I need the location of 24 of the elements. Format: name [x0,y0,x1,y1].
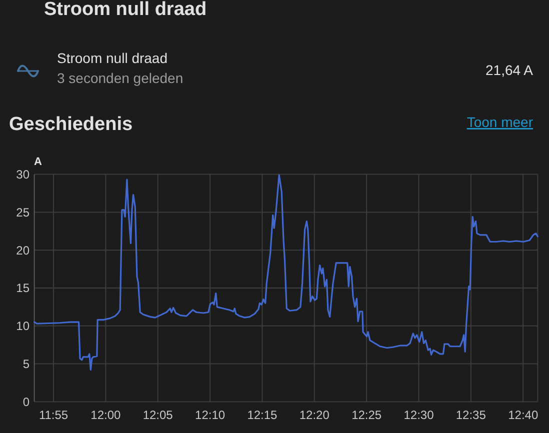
x-tick-label: 12:20 [299,408,330,422]
y-tick-label: 15 [16,281,30,296]
chart-subtitle: Geschiedenis [9,114,133,135]
x-tick-label: 12:10 [195,408,226,422]
y-tick-label: 30 [16,168,30,182]
chart-title: Stroom null draad [44,0,207,20]
y-tick-label: 5 [22,357,30,371]
x-tick-label: 12:00 [90,408,122,422]
y-axis-title: A [34,156,42,168]
text: Toon meer [466,114,534,130]
x-tick-label: 12:35 [456,408,486,422]
x-tick-label: 12:40 [508,408,538,422]
text: 3 seconden geleden [57,70,184,86]
x-tick-label: 12:25 [352,408,382,422]
x-tick-label: 12:15 [247,408,278,422]
y-tick-label: 10 [16,319,30,334]
x-tick-label: 12:30 [404,408,434,422]
y-tick-label: 20 [16,243,30,258]
text: 21,64 A [486,62,534,78]
text: Stroom null draad [57,50,168,66]
x-tick-label: 12:05 [142,408,174,422]
x-tick-label: 11:55 [38,408,68,422]
y-tick-label: 25 [16,205,30,220]
y-tick-label: 0 [22,394,30,409]
